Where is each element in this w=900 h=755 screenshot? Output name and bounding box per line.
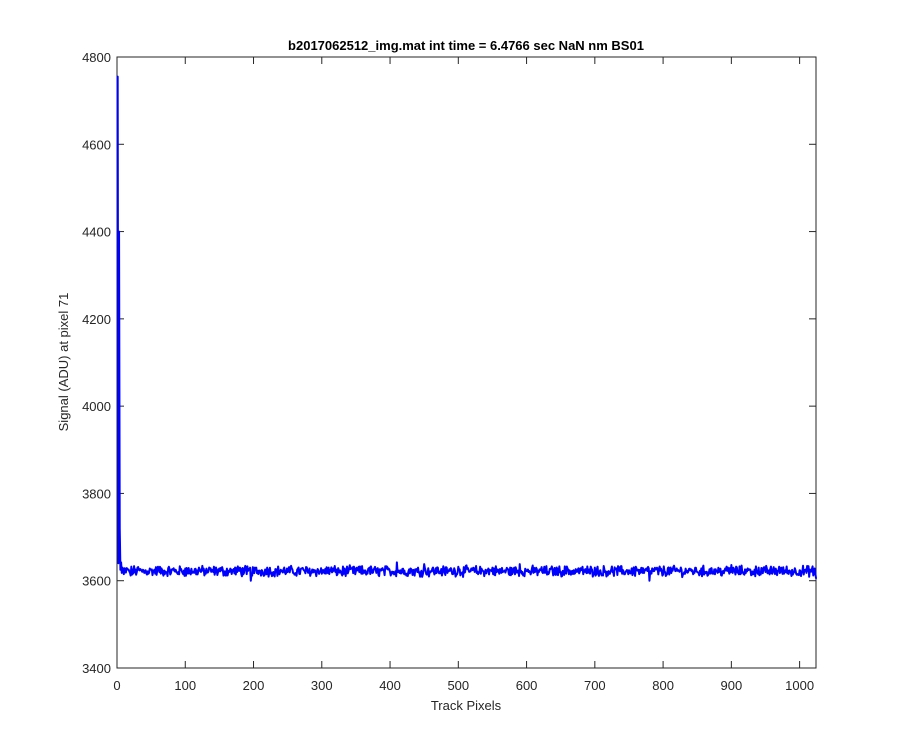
y-tick-label: 3400 [82,661,111,676]
x-tick-label: 100 [174,678,196,693]
x-axis-label: Track Pixels [431,698,502,713]
y-tick-label: 4000 [82,399,111,414]
x-tick-label: 900 [721,678,743,693]
x-tick-label: 200 [243,678,265,693]
x-tick-label: 300 [311,678,333,693]
x-tick-label: 800 [652,678,674,693]
y-axis-label: Signal (ADU) at pixel 71 [56,293,71,432]
x-tick-label: 0 [113,678,120,693]
x-tick-label: 500 [447,678,469,693]
plot-area [116,56,817,669]
y-tick-label: 3600 [82,574,111,589]
y-axis-ticks: 3400 3600 3800 4000 4200 4400 4600 4800 [82,50,816,676]
y-tick-label: 4400 [82,225,111,240]
y-tick-label: 4200 [82,312,111,327]
x-tick-label: 600 [516,678,538,693]
signal-series-line [116,75,817,582]
x-tick-label: 700 [584,678,606,693]
chart-title: b2017062512_img.mat int time = 6.4766 se… [288,38,644,53]
y-tick-label: 4600 [82,137,111,152]
y-tick-label: 3800 [82,486,111,501]
x-tick-label: 1000 [785,678,814,693]
x-axis-ticks: 0 100 200 300 400 500 600 700 800 900 1000 [113,57,814,693]
y-tick-label: 4800 [82,50,111,65]
x-tick-label: 400 [379,678,401,693]
